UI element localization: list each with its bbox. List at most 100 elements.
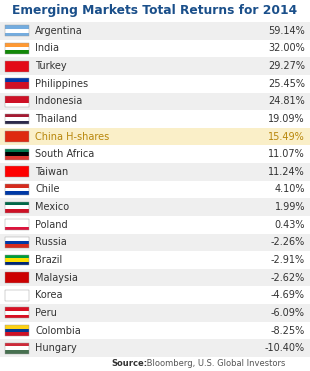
Bar (5, 25, 29, 36)
Bar (0, 22, 310, 40)
Bar (5, 47, 29, 50)
Text: 59.14%: 59.14% (268, 26, 305, 36)
Bar (5, 290, 29, 293)
Bar (5, 332, 29, 336)
Bar (5, 121, 29, 124)
Bar (0, 286, 310, 304)
Bar (5, 315, 29, 318)
Text: Source:: Source: (112, 359, 148, 368)
Bar (5, 325, 29, 336)
Bar (5, 308, 29, 318)
Bar (5, 308, 29, 311)
Bar (5, 255, 29, 266)
Bar (5, 96, 29, 99)
Bar (5, 131, 29, 142)
Text: 11.24%: 11.24% (268, 167, 305, 177)
Bar (5, 258, 29, 262)
Bar (5, 191, 29, 195)
Text: Argentina: Argentina (35, 26, 83, 36)
Bar (0, 110, 310, 128)
Bar (5, 297, 29, 301)
Bar (5, 156, 29, 160)
Bar (0, 40, 310, 57)
Text: 15.49%: 15.49% (268, 132, 305, 142)
Text: Taiwan: Taiwan (35, 167, 68, 177)
Bar (5, 167, 29, 177)
Bar (5, 43, 29, 54)
Text: Peru: Peru (35, 308, 57, 318)
Bar (5, 82, 29, 86)
Bar (5, 68, 29, 72)
Bar (0, 163, 310, 181)
Text: Emerging Markets Total Returns for 2014: Emerging Markets Total Returns for 2014 (12, 4, 298, 17)
Bar (5, 293, 29, 297)
Bar (5, 205, 29, 209)
Bar (5, 33, 29, 36)
Bar (5, 167, 29, 170)
Bar (5, 60, 29, 72)
Bar (5, 223, 29, 227)
Text: Korea: Korea (35, 290, 63, 300)
Bar (0, 75, 310, 92)
Text: 32.00%: 32.00% (268, 43, 305, 53)
Text: -8.25%: -8.25% (271, 326, 305, 335)
Bar (5, 184, 29, 188)
Text: Philippines: Philippines (35, 79, 88, 89)
Bar (5, 60, 29, 64)
Bar (5, 184, 29, 195)
Bar (5, 50, 29, 54)
Bar (5, 29, 29, 33)
Bar (5, 343, 29, 347)
Bar (5, 170, 29, 174)
Bar (0, 234, 310, 251)
Text: India: India (35, 43, 59, 53)
Text: Bloomberg, U.S. Global Investors: Bloomberg, U.S. Global Investors (144, 359, 285, 368)
Bar (5, 347, 29, 350)
Bar (5, 219, 29, 230)
Text: -4.69%: -4.69% (271, 290, 305, 300)
Bar (0, 57, 310, 75)
Bar (5, 25, 29, 29)
Bar (5, 78, 29, 82)
Bar (5, 325, 29, 329)
Text: Mexico: Mexico (35, 202, 69, 212)
Bar (5, 114, 29, 124)
Bar (0, 251, 310, 269)
Text: -2.91%: -2.91% (271, 255, 305, 265)
Bar (5, 188, 29, 191)
Bar (5, 311, 29, 315)
Bar (0, 128, 310, 145)
Bar (0, 198, 310, 216)
Text: Poland: Poland (35, 220, 68, 230)
Bar (5, 244, 29, 248)
Bar (5, 131, 29, 135)
Bar (5, 43, 29, 47)
Bar (5, 149, 29, 152)
Bar (5, 103, 29, 107)
Text: 11.07%: 11.07% (268, 149, 305, 159)
Bar (0, 181, 310, 198)
Text: Indonesia: Indonesia (35, 96, 82, 106)
Text: Colombia: Colombia (35, 326, 81, 335)
Text: Thailand: Thailand (35, 114, 77, 124)
Bar (5, 240, 29, 244)
Bar (5, 117, 29, 121)
Text: Chile: Chile (35, 184, 60, 194)
Bar (5, 279, 29, 283)
Text: -10.40%: -10.40% (265, 343, 305, 353)
Bar (5, 237, 29, 240)
Bar (5, 135, 29, 138)
Bar (0, 145, 310, 163)
Bar (0, 216, 310, 234)
Bar (5, 209, 29, 213)
Bar (5, 262, 29, 266)
Text: Brazil: Brazil (35, 255, 62, 265)
Bar (0, 269, 310, 286)
Bar (5, 78, 29, 89)
Text: South Africa: South Africa (35, 149, 94, 159)
Bar (0, 92, 310, 110)
Text: -2.26%: -2.26% (271, 237, 305, 247)
Text: -2.62%: -2.62% (271, 273, 305, 283)
Bar (5, 343, 29, 354)
Bar (5, 174, 29, 177)
